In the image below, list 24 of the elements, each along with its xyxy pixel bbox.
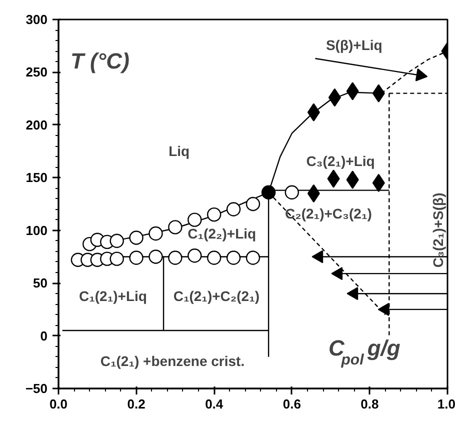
annotation: S(β)+Liq	[326, 36, 382, 53]
y-tick-label: 200	[26, 117, 48, 132]
annotation: C₃(2₁)+Liq	[306, 152, 375, 169]
annotation: C₁(2₂)+Liq	[188, 226, 256, 242]
x-tick-label: 0.2	[127, 396, 146, 412]
y-tick-label: 100	[26, 222, 48, 238]
x-tick-label: 0.4	[205, 396, 224, 412]
x-tick-label: 0.6	[282, 396, 301, 412]
annotation: C₁(2₁)+Liq	[78, 288, 147, 304]
y-tick-label: 150	[26, 170, 48, 186]
y-tick-label: 0	[40, 328, 48, 344]
annotation: Liq	[168, 143, 190, 160]
x-tick-label: 0.0	[49, 396, 68, 412]
annotation: C₂(2₁)+C₃(2₁)	[285, 206, 372, 222]
y-tick-label: 50	[33, 276, 48, 291]
annotation: C₁(2₁)+C₂(2₁)	[173, 288, 260, 304]
annotation: C₁(2₁) +benzene crist.	[100, 353, 245, 370]
y-axis-title: T (°C)	[70, 48, 130, 74]
y-tick-label: 250	[26, 64, 48, 80]
x-tick-label: 1.0	[437, 396, 455, 412]
y-tick-label: 300	[26, 12, 48, 27]
annotation: C₃(2₁)+S(β)	[430, 192, 446, 268]
y-tick-label: −50	[25, 381, 48, 396]
x-tick-label: 0.8	[360, 396, 379, 412]
